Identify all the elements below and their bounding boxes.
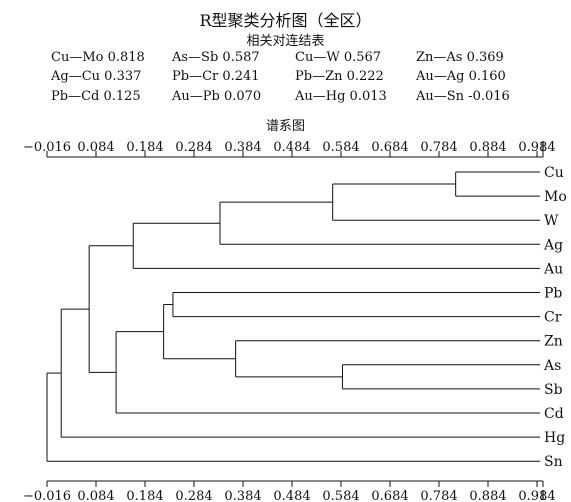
leaf-label: Cr [544,310,562,326]
top-axis-tick-label: 0.284 [175,140,212,155]
top-axis-tick-label: 0.184 [126,140,163,155]
bottom-axis-tick-label: 0.284 [175,489,212,502]
leaf-label: Zn [544,334,563,350]
bottom-axis-tick-label: 0.984 [518,489,555,502]
leaf-label: Au [543,261,563,277]
figure-title: R型聚类分析图（全区） [199,11,372,30]
bottom-axis-tick-label: 0.084 [77,489,114,502]
pair-cell: Au—Sn -0.016 [416,89,510,104]
top-axis-tick-label: 1 [539,140,547,155]
pair-cell: Pb—Cd 0.125 [51,89,141,104]
leaf-label: W [544,213,559,229]
top-axis-tick-label: 0.884 [469,140,506,155]
pairs-table-title: 相关对连结表 [246,34,325,49]
pair-cell: Zn—As 0.369 [416,50,504,65]
pair-cell: Au—Pb 0.070 [172,89,262,104]
pair-cell: Cu—Mo 0.818 [51,50,145,65]
leaf-label: Cd [544,406,564,422]
leaf-label: Hg [544,430,565,446]
pair-cell: Ag—Cu 0.337 [51,69,142,84]
pair-cell: Pb—Zn 0.222 [295,69,384,84]
leaf-label: Ag [543,237,563,253]
leaf-label: Cu [544,165,564,181]
pair-cell: Pb—Cr 0.241 [172,69,260,84]
top-axis-tick-label: 0.084 [77,140,114,155]
bottom-axis-tick-label: 0.684 [371,489,408,502]
pair-cell: Au—Hg 0.013 [295,89,387,104]
bottom-axis-tick-label: 0.584 [322,489,359,502]
leaf-label: Sn [544,454,563,470]
top-axis-tick-label: 0.384 [224,140,261,155]
top-axis-tick-label: 0.484 [273,140,310,155]
bottom-axis-tick-label: 0.884 [469,489,506,502]
pair-cell: Au—Ag 0.160 [416,69,506,84]
leaf-label: Mo [544,189,567,205]
top-axis-tick-label: 0.684 [371,140,408,155]
top-axis-tick-label: 0.584 [322,140,359,155]
leaf-label: Sb [544,382,563,398]
top-axis-tick-label: −0.016 [23,140,71,155]
bottom-axis-tick-label: 0.184 [126,489,163,502]
leaf-label: Pb [544,286,562,302]
bottom-axis-tick-label: 0.484 [273,489,310,502]
bottom-axis-tick-label: 0.384 [224,489,261,502]
top-axis-tick-label: 0.784 [420,140,457,155]
pair-cell: Cu—W 0.567 [295,50,382,65]
bottom-axis-tick-label: 0.784 [420,489,457,502]
pair-cell: As—Sb 0.587 [172,50,260,65]
bottom-axis-tick-label: 1 [539,489,547,502]
top-axis-tick-label: 0.984 [518,140,555,155]
dendrogram-title: 谱系图 [265,119,305,134]
bottom-axis-tick-label: −0.016 [23,489,71,502]
leaf-label: As [543,358,561,374]
